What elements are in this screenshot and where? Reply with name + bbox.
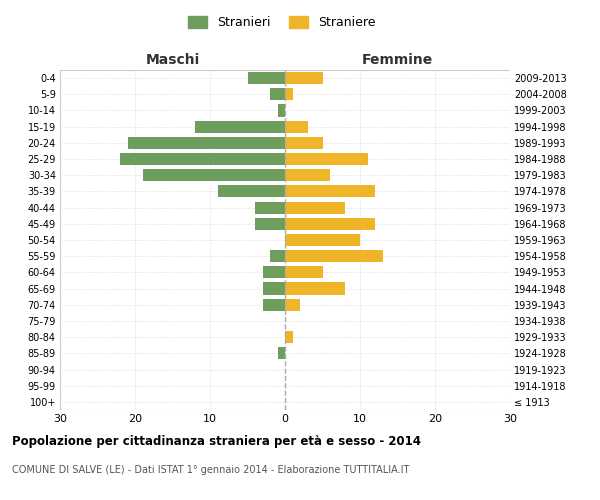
Bar — [285, 218, 375, 230]
Bar — [270, 88, 285, 101]
Bar — [285, 88, 293, 101]
Bar — [285, 298, 300, 311]
Text: COMUNE DI SALVE (LE) - Dati ISTAT 1° gennaio 2014 - Elaborazione TUTTITALIA.IT: COMUNE DI SALVE (LE) - Dati ISTAT 1° gen… — [12, 465, 409, 475]
Bar — [285, 202, 345, 213]
Bar — [128, 137, 285, 149]
Bar — [285, 250, 383, 262]
Bar — [277, 104, 285, 117]
Bar — [285, 120, 308, 132]
Bar — [255, 202, 285, 213]
Bar — [248, 72, 285, 84]
Bar — [263, 282, 285, 294]
Bar — [285, 234, 360, 246]
Bar — [285, 266, 323, 278]
Bar — [263, 298, 285, 311]
Legend: Stranieri, Straniere: Stranieri, Straniere — [184, 11, 380, 34]
Bar — [285, 137, 323, 149]
Y-axis label: Anni di nascita: Anni di nascita — [599, 198, 600, 281]
Bar — [270, 250, 285, 262]
Bar — [285, 186, 375, 198]
Text: Maschi: Maschi — [145, 53, 200, 67]
Bar — [285, 153, 367, 165]
Bar — [143, 169, 285, 181]
Bar — [255, 218, 285, 230]
Bar — [263, 266, 285, 278]
Bar — [285, 282, 345, 294]
Bar — [195, 120, 285, 132]
Bar — [120, 153, 285, 165]
Bar — [277, 348, 285, 360]
Text: Femmine: Femmine — [362, 53, 433, 67]
Bar — [285, 72, 323, 84]
Bar — [218, 186, 285, 198]
Bar — [285, 331, 293, 343]
Text: Popolazione per cittadinanza straniera per età e sesso - 2014: Popolazione per cittadinanza straniera p… — [12, 435, 421, 448]
Bar — [285, 169, 330, 181]
